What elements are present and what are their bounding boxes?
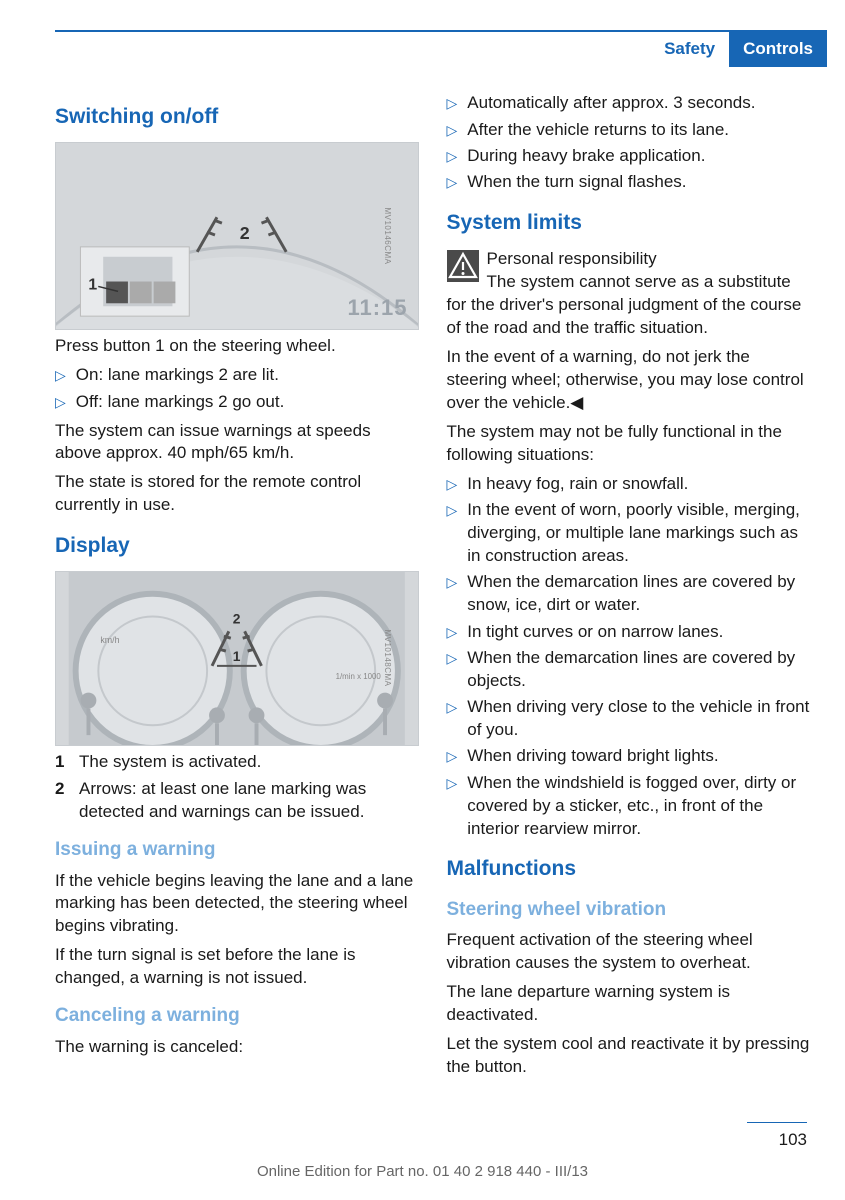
svg-text:1: 1 — [233, 648, 241, 664]
triangle-icon: ▷ — [447, 747, 458, 766]
list-item: When the turn signal flashes. — [467, 171, 686, 194]
list-item: When the windshield is fogged over, dirt… — [467, 772, 810, 841]
func-list: ▷ In heavy fog, rain or snowfall. ▷ In the … — [447, 473, 811, 841]
heading-issuing: Issuing a warning — [55, 837, 419, 863]
footer-text: Online Edition for Part no. 01 40 2 918 … — [0, 1162, 845, 1182]
list-item: When the demarcation lines are covered b… — [467, 647, 810, 693]
list-item: When the demarcation lines are covered b… — [467, 571, 810, 617]
triangle-icon: ▷ — [55, 366, 66, 385]
heading-switching: Switching on/off — [55, 103, 419, 131]
list-item: When driving very close to the vehicle i… — [467, 696, 810, 742]
svg-text:km/h: km/h — [100, 635, 119, 645]
p-press-button: Press button 1 on the steering wheel. — [55, 335, 419, 358]
triangle-icon: ▷ — [447, 623, 458, 642]
warn-title: Personal responsibility — [487, 249, 657, 268]
content-columns: Switching on/off 2 1 11:15 MV10146CMA Pr… — [55, 88, 810, 1085]
p-m3: Let the system cool and reactivate it by… — [447, 1033, 811, 1079]
list-item: In heavy fog, rain or snowfall. — [467, 473, 688, 496]
cancel-list: ▷ Automatically after approx. 3 seconds. ▷… — [447, 92, 811, 194]
p-issue1: If the vehicle begins leaving the lane a… — [55, 870, 419, 939]
triangle-icon: ▷ — [447, 698, 458, 717]
list-item: When driving toward bright lights. — [467, 745, 718, 768]
p-state: The state is stored for the remote contr… — [55, 471, 419, 517]
display-list: 1The system is activated. 2Arrows: at le… — [55, 751, 419, 824]
svg-text:1: 1 — [88, 276, 97, 293]
svg-text:2: 2 — [240, 222, 250, 242]
list-item: After the vehicle returns to its lane. — [467, 119, 729, 142]
triangle-icon: ▷ — [447, 573, 458, 592]
list-num: 1 — [55, 751, 79, 774]
list-item: In tight curves or on narrow lanes. — [467, 621, 723, 644]
triangle-icon: ▷ — [447, 121, 458, 140]
list-item: In the event of worn, poorly visible, me… — [467, 499, 810, 568]
list-item: Arrows: at least one lane marking was de… — [79, 778, 419, 824]
figure-1: 2 1 11:15 MV10146CMA — [55, 142, 419, 330]
p-m1: Frequent activation of the steering whee… — [447, 929, 811, 975]
onoff-list: ▷ On: lane markings 2 are lit. ▷ Off: lane… — [55, 364, 419, 413]
heading-vibration: Steering wheel vibration — [447, 897, 811, 923]
list-item: During heavy brake application. — [467, 145, 705, 168]
list-item: The system is activated. — [79, 751, 261, 774]
breadcrumb-controls: Controls — [729, 32, 827, 67]
list-item: On: lane markings 2 are lit. — [76, 364, 279, 387]
p-m2: The lane departure warning system is dea… — [447, 981, 811, 1027]
triangle-icon: ▷ — [55, 393, 66, 412]
breadcrumb-safety: Safety — [650, 32, 729, 67]
list-item: Off: lane markings 2 go out. — [76, 391, 285, 414]
heading-canceling: Canceling a warning — [55, 1003, 419, 1029]
left-column: Switching on/off 2 1 11:15 MV10146CMA Pr… — [55, 88, 419, 1085]
heading-display: Display — [55, 532, 419, 560]
p-issue2: If the turn signal is set before the lan… — [55, 944, 419, 990]
figure-code: MV10146CMA — [382, 207, 393, 264]
figure-code: MV10148CMA — [382, 630, 393, 687]
triangle-icon: ▷ — [447, 501, 458, 520]
figure-clock: 11:15 — [347, 293, 407, 323]
p-speed: The system can issue warnings at speeds … — [55, 420, 419, 466]
heading-limits: System limits — [447, 209, 811, 237]
warn-body: The system cannot serve as a substitute … — [447, 272, 802, 337]
warn-p2: In the event of a warning, do not jerk t… — [447, 346, 811, 415]
heading-malfunctions: Malfunctions — [447, 855, 811, 883]
svg-text:1/min x 1000: 1/min x 1000 — [336, 672, 382, 681]
list-item: Automatically after approx. 3 seconds. — [467, 92, 755, 115]
right-column: ▷ Automatically after approx. 3 seconds. ▷… — [447, 88, 811, 1085]
triangle-icon: ▷ — [447, 774, 458, 793]
page-number: 103 — [747, 1122, 807, 1152]
svg-text:2: 2 — [233, 610, 241, 626]
func-intro: The system may not be fully functional i… — [447, 421, 811, 467]
triangle-icon: ▷ — [447, 94, 458, 113]
warning-block: Personal responsibility The system canno… — [447, 248, 811, 340]
triangle-icon: ▷ — [447, 173, 458, 192]
p-cancel: The warning is canceled: — [55, 1036, 419, 1059]
triangle-icon: ▷ — [447, 649, 458, 668]
warning-icon — [447, 250, 479, 282]
triangle-icon: ▷ — [447, 475, 458, 494]
figure-2: km/h 1/min x 1000 2 1 MV10148CMA — [55, 571, 419, 746]
list-num: 2 — [55, 778, 79, 801]
breadcrumb: Safety Controls — [650, 32, 827, 67]
triangle-icon: ▷ — [447, 147, 458, 166]
